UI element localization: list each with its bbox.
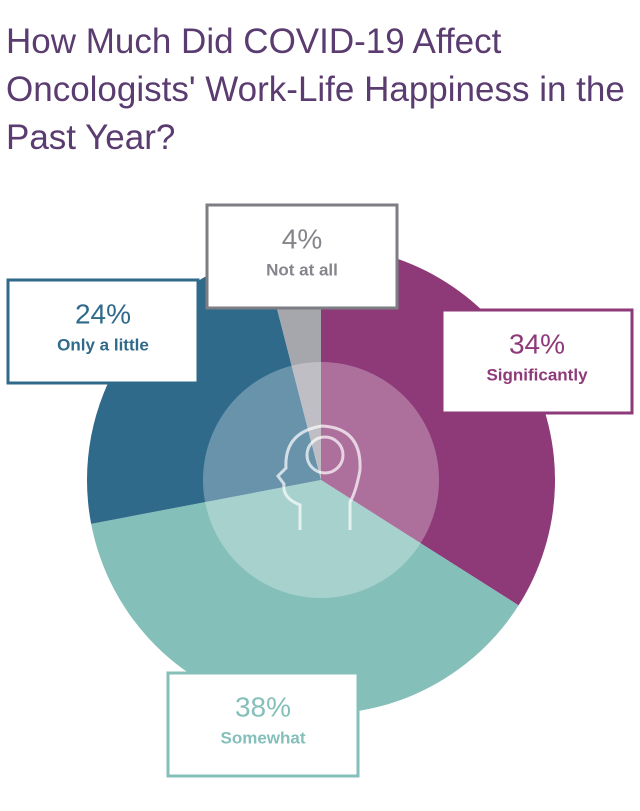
category-label: Significantly [486,365,588,384]
percent-label: 34% [509,328,565,359]
pie-slice [86,253,321,524]
percent-label: 4% [282,223,322,254]
label-box [440,308,634,415]
chart-title: How Much Did COVID-19 Affect Oncologists… [6,22,625,157]
percent-label: 38% [235,691,291,722]
percent-label: 24% [75,298,131,329]
category-label: Somewhat [220,728,305,747]
pie-slice [91,480,519,715]
label-box [205,203,399,310]
head-icon [276,424,362,530]
center-circle [203,362,439,598]
category-label: Only a little [57,335,149,354]
label-box [166,671,360,778]
label-box [6,278,200,385]
category-label: Not at all [266,260,338,279]
